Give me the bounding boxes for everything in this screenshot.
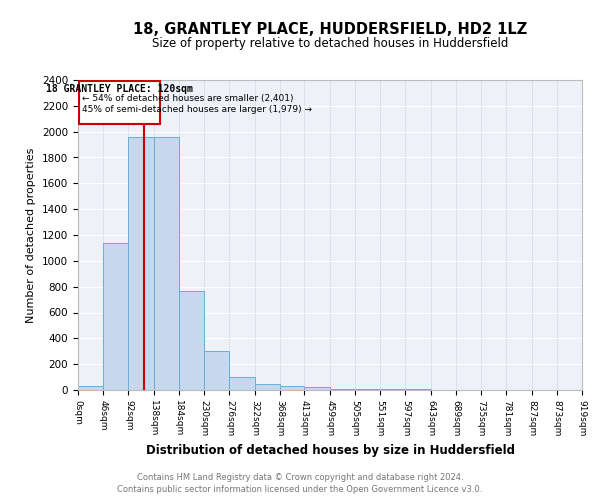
Text: 18 GRANTLEY PLACE: 120sqm: 18 GRANTLEY PLACE: 120sqm	[46, 84, 193, 94]
Text: Contains public sector information licensed under the Open Government Licence v3: Contains public sector information licen…	[118, 485, 482, 494]
Bar	[204, 351, 229, 390]
Bar	[154, 137, 179, 390]
X-axis label: Distribution of detached houses by size in Huddersfield: Distribution of detached houses by size …	[146, 444, 515, 458]
Bar	[78, 386, 103, 390]
Bar	[128, 137, 154, 390]
Bar	[229, 377, 254, 390]
Bar	[330, 388, 355, 390]
Text: Contains HM Land Registry data © Crown copyright and database right 2024.: Contains HM Land Registry data © Crown c…	[137, 472, 463, 482]
Bar	[280, 386, 304, 390]
Bar	[179, 290, 204, 390]
Bar	[103, 243, 128, 390]
Text: Size of property relative to detached houses in Huddersfield: Size of property relative to detached ho…	[152, 38, 508, 51]
FancyBboxPatch shape	[79, 82, 160, 124]
Text: 18, GRANTLEY PLACE, HUDDERSFIELD, HD2 1LZ: 18, GRANTLEY PLACE, HUDDERSFIELD, HD2 1L…	[133, 22, 527, 38]
Bar	[355, 389, 380, 390]
Text: ← 54% of detached houses are smaller (2,401): ← 54% of detached houses are smaller (2,…	[82, 94, 293, 102]
Text: 45% of semi-detached houses are larger (1,979) →: 45% of semi-detached houses are larger (…	[82, 105, 312, 114]
Y-axis label: Number of detached properties: Number of detached properties	[26, 148, 37, 322]
Bar	[254, 384, 280, 390]
Bar	[304, 388, 330, 390]
